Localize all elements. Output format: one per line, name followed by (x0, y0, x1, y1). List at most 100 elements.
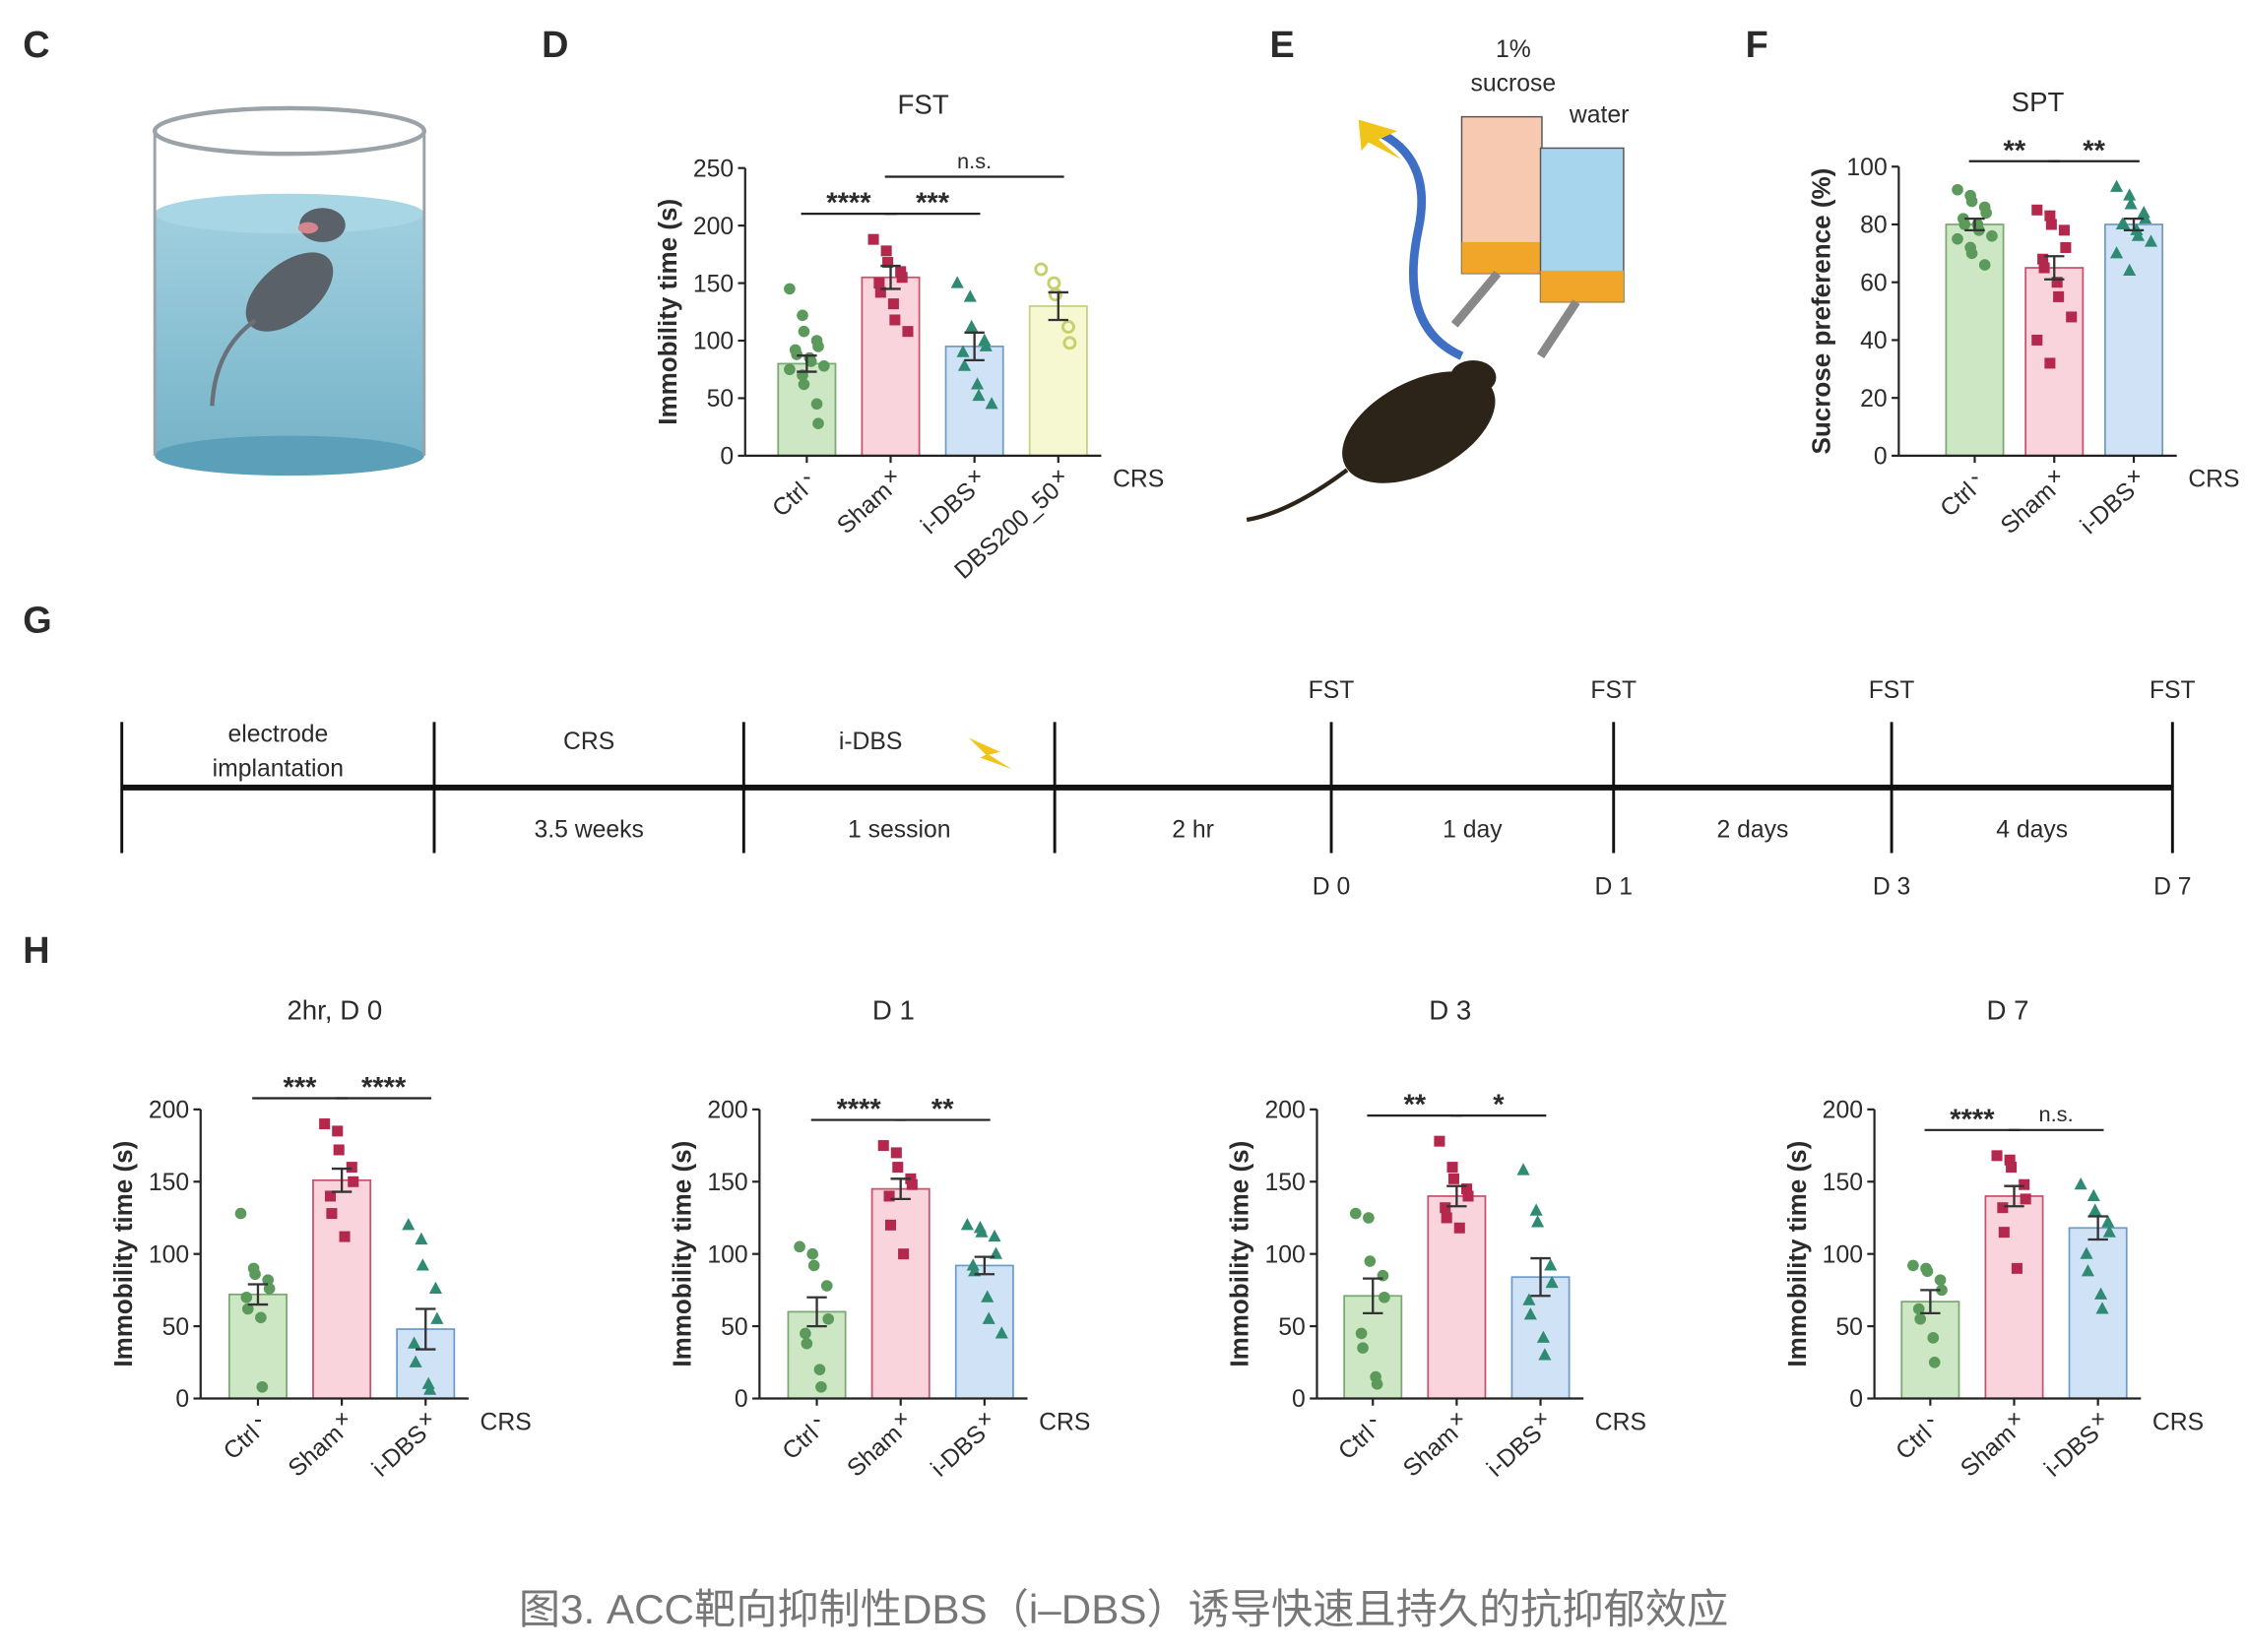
data-point (1545, 1275, 1559, 1289)
data-point (2037, 253, 2049, 265)
day-label: D 1 (1594, 873, 1632, 900)
stage-label: i-DBS (839, 729, 903, 755)
x-tick-label: Sham (284, 1421, 349, 1483)
y-tick-label: 200 (149, 1098, 189, 1124)
factor-label: CRS (481, 1409, 532, 1435)
error-bar (974, 1255, 995, 1276)
test-label: FST (1590, 677, 1637, 704)
error-bar (2044, 255, 2065, 281)
data-point (2123, 263, 2137, 277)
data-point (971, 377, 985, 390)
significance-label: ** (1403, 1090, 1426, 1121)
data-point (1461, 1183, 1473, 1195)
chart-title: D 1 (872, 995, 915, 1026)
day-label: D 0 (1313, 873, 1350, 900)
data-point (2081, 1264, 2095, 1277)
test-label: FST (2150, 677, 2196, 704)
significance-label: **** (1950, 1104, 1995, 1135)
factor-label: CRS (1039, 1409, 1090, 1435)
significance-label: n.s. (957, 149, 992, 173)
data-point (1440, 1202, 1451, 1214)
error-bar (2123, 217, 2145, 232)
stimulation-icon (968, 737, 1012, 770)
data-point (1363, 1212, 1375, 1224)
data-point (2019, 1178, 2030, 1190)
data-point (2110, 179, 2124, 192)
bar (1984, 1195, 2044, 1400)
data-point (255, 1311, 267, 1324)
data-point (880, 245, 892, 257)
data-point (981, 1290, 995, 1303)
factor-sign: - (802, 464, 810, 490)
caption: 图3. ACC靶向抑制性DBS（i–DBS）诱导快速且持久的抗抑郁效应 (519, 1586, 1728, 1632)
data-point (1965, 247, 1978, 260)
factor-label: CRS (1113, 467, 1164, 493)
spouts (1450, 270, 1580, 359)
data-point (2031, 204, 2043, 216)
data-point (1958, 219, 1971, 230)
data-point (2038, 262, 2050, 274)
data-point (1453, 1222, 1465, 1234)
beaker-wall (153, 131, 426, 456)
factor-sign: + (893, 1407, 907, 1433)
x-tick-label: i-DBS (2039, 1421, 2104, 1483)
y-tick-label: 150 (1823, 1170, 1863, 1196)
y-tick-label: 0 (735, 1386, 748, 1413)
y-tick-label: 0 (720, 444, 734, 471)
data-point (1441, 1212, 1452, 1224)
significance-label: **** (826, 188, 871, 220)
data-point (2123, 188, 2137, 201)
data-point (2101, 1215, 2115, 1228)
data-point (319, 1118, 331, 1130)
data-point (1928, 1357, 1941, 1368)
water-bottom (155, 435, 424, 477)
data-point (2004, 1154, 2016, 1166)
y-tick-label: 0 (1849, 1386, 1863, 1413)
panel-label: F (1746, 24, 1768, 65)
data-point (263, 1283, 276, 1295)
stage-label: implantation (213, 755, 344, 782)
data-point (896, 272, 908, 284)
factor-sign: - (254, 1407, 262, 1433)
data-point (2060, 241, 2072, 253)
data-point (813, 1364, 826, 1375)
factor-sign: + (2047, 464, 2061, 490)
data-point (2131, 228, 2145, 241)
data-point (1986, 229, 1998, 242)
data-point (2117, 217, 2131, 230)
data-point (339, 1231, 351, 1242)
factor-sign: + (418, 1407, 432, 1433)
factor-label: CRS (1595, 1409, 1646, 1435)
interval-label: 2 hr (1172, 817, 1214, 844)
data-point (963, 289, 977, 302)
y-axis-label: Immobility time (s) (1225, 1141, 1254, 1367)
bar (312, 1178, 372, 1400)
x-tick-label: i-DBS (916, 477, 981, 540)
y-axis-label: Sucrose preference (%) (1806, 168, 1835, 455)
stage-label: CRS (563, 729, 614, 755)
data-point (346, 1162, 357, 1174)
data-point (1927, 1332, 1940, 1344)
data-point (874, 286, 886, 298)
factor-sign: + (1449, 1407, 1463, 1433)
data-point (249, 1268, 261, 1281)
data-point (884, 1219, 897, 1231)
data-point (966, 1258, 980, 1271)
data-point (428, 1281, 442, 1294)
data-point (1952, 232, 1963, 245)
y-tick-label: 100 (1846, 155, 1887, 181)
y-tick-label: 200 (1823, 1098, 1863, 1124)
data-point (1522, 1293, 1536, 1305)
error-bar (1530, 1256, 1551, 1298)
data-point (1536, 1330, 1550, 1343)
y-tick-label: 0 (175, 1386, 189, 1413)
y-tick-label: 100 (707, 1241, 747, 1268)
data-point (1934, 1274, 1947, 1286)
y-tick-label: 50 (1278, 1314, 1306, 1341)
factor-label: CRS (2152, 1409, 2204, 1435)
sucrose-cap (1461, 241, 1542, 274)
error-bar (880, 264, 901, 290)
data-point (887, 298, 899, 310)
data-point (804, 355, 817, 367)
x-tick-label: Sham (1398, 1421, 1463, 1483)
